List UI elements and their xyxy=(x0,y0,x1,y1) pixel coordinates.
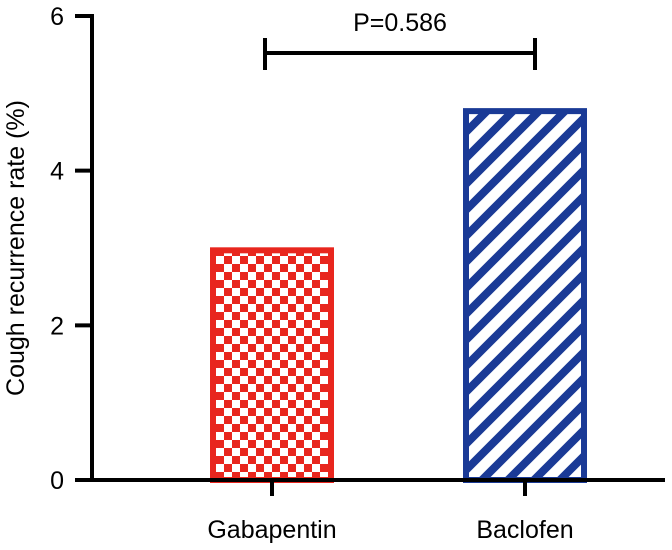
y-tick-label: 0 xyxy=(50,467,64,495)
x-category-label: Baclofen xyxy=(476,516,573,544)
p-value-annotation: P=0.586 xyxy=(353,9,447,37)
bar-gabapentin xyxy=(210,247,334,483)
x-ticks: Gabapentin Baclofen xyxy=(207,480,574,544)
bar-baclofen xyxy=(463,108,587,484)
x-category-label: Gabapentin xyxy=(207,516,336,544)
y-axis: 0 2 4 6 Cough recurrence rate (%) xyxy=(2,3,94,495)
significance-bracket: P=0.586 xyxy=(263,9,537,70)
y-tick-label: 4 xyxy=(50,158,64,186)
y-ticks: 0 2 4 6 xyxy=(50,3,92,495)
y-axis-title: Cough recurrence rate (%) xyxy=(2,100,30,396)
y-tick-label: 2 xyxy=(50,312,64,340)
bars-layer xyxy=(210,108,587,484)
x-axis: Gabapentin Baclofen xyxy=(90,478,665,544)
y-tick-label: 6 xyxy=(50,3,64,31)
